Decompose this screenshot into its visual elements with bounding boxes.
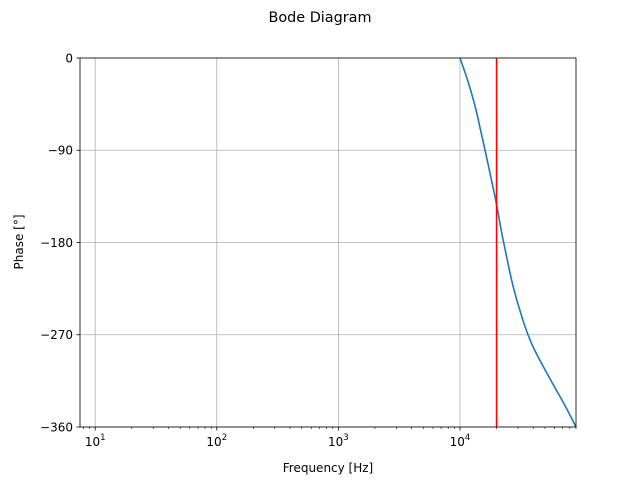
y-tick-label: −360: [40, 420, 73, 434]
y-tick-label: −90: [48, 144, 73, 158]
grid: [80, 57, 576, 428]
y-tick-label: −180: [40, 236, 73, 250]
y-axis-label: Phase [°]: [12, 214, 26, 269]
x-tick-label: 102: [206, 433, 227, 449]
chart-title: Bode Diagram: [268, 10, 371, 26]
x-tick-label: 101: [85, 433, 106, 449]
x-tick-label: 103: [328, 433, 349, 449]
series-layer: [459, 57, 577, 428]
y-tick-labels: 0 −90 −180 −270 −360: [40, 51, 73, 434]
x-axis-label: Frequency [Hz]: [283, 461, 374, 475]
ticks: [76, 57, 577, 431]
phase-series-line: [459, 57, 577, 428]
y-tick-label: 0: [65, 51, 73, 65]
y-tick-label: −270: [40, 328, 73, 342]
x-tick-labels: 101 102 103 104: [85, 433, 470, 449]
x-tick-label: 104: [450, 433, 471, 449]
